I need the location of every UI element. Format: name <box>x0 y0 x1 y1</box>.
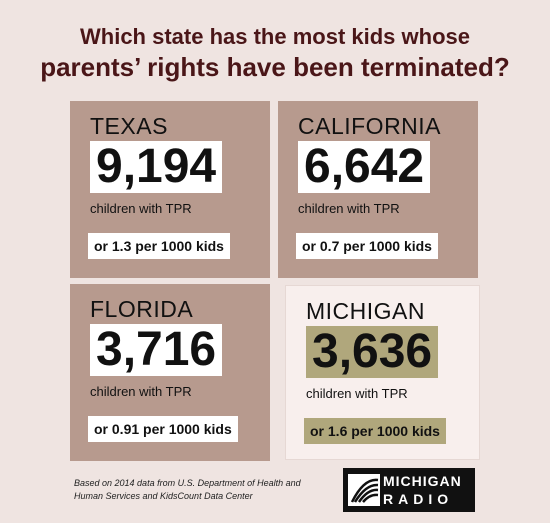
logo-icon <box>348 474 380 506</box>
rate: or 1.3 per 1000 kids <box>88 233 230 259</box>
logo: MICHIGAN RADIO <box>343 468 475 512</box>
title-line: parents’ rights have been terminated? <box>40 52 510 82</box>
state-card: CALIFORNIA 6,642 children with TPR or 0.7 p… <box>278 101 478 278</box>
source-line: Human Services and KidsCount Data Center <box>74 491 253 501</box>
state-name: CALIFORNIA <box>298 113 442 139</box>
title-line: Which state has the most kids whose <box>80 24 470 49</box>
state-card: FLORIDA 3,716 children with TPR or 0.91 per… <box>70 284 270 461</box>
count-label: children with TPR <box>298 201 400 216</box>
logo-text: RADIO <box>383 491 454 507</box>
rate: or 1.6 per 1000 kids <box>304 418 446 444</box>
state-card: TEXAS 9,194 children with TPR or 1.3 per 10… <box>70 101 270 278</box>
count-label: children with TPR <box>90 384 192 399</box>
state-name: FLORIDA <box>90 296 194 322</box>
state-name: MICHIGAN <box>306 298 425 324</box>
count: 6,642 <box>298 141 431 193</box>
state-card: MICHIGAN 3,636 children with TPR or 1.6 per… <box>285 285 480 460</box>
state-name: TEXAS <box>90 113 168 139</box>
logo-text: MICHIGAN <box>383 473 462 489</box>
count-label: children with TPR <box>90 201 192 216</box>
rate: or 0.91 per 1000 kids <box>88 416 238 442</box>
source-line: Based on 2014 data from U.S. Department … <box>74 478 301 488</box>
count: 9,194 <box>90 141 223 193</box>
count-label: children with TPR <box>306 386 408 401</box>
count: 3,716 <box>90 324 223 376</box>
rate: or 0.7 per 1000 kids <box>296 233 438 259</box>
count: 3,636 <box>306 326 439 378</box>
